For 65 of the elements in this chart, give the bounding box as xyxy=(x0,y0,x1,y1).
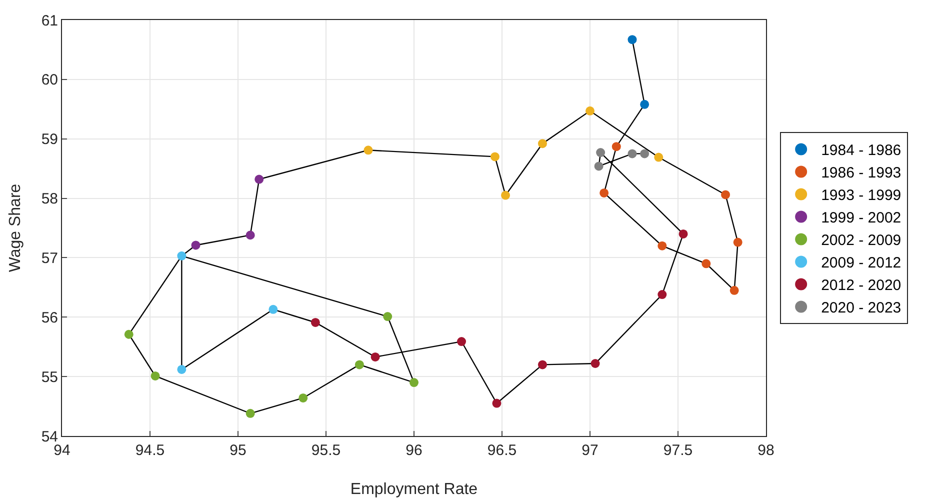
point xyxy=(702,259,711,268)
x-tick-label: 97 xyxy=(582,442,598,459)
x-tick-label: 95 xyxy=(230,442,246,459)
point xyxy=(150,371,160,380)
point xyxy=(628,149,637,158)
y-tick-label: 56 xyxy=(41,309,58,326)
point xyxy=(501,190,510,200)
point xyxy=(658,290,667,300)
point xyxy=(383,312,392,322)
point xyxy=(640,100,650,109)
point xyxy=(298,393,308,402)
point xyxy=(721,190,730,200)
y-tick-label: 57 xyxy=(41,250,58,267)
x-tick-label: 94.5 xyxy=(135,442,165,459)
point xyxy=(640,149,650,158)
point xyxy=(654,152,664,162)
point xyxy=(370,352,380,362)
x-tick-label: 96.5 xyxy=(487,442,517,459)
point xyxy=(586,106,594,116)
point xyxy=(678,229,688,238)
point xyxy=(364,146,373,155)
point xyxy=(730,286,739,295)
legend-label: 1999 - 2002 xyxy=(821,210,902,227)
point xyxy=(600,188,609,198)
point xyxy=(594,162,604,171)
point xyxy=(191,240,200,250)
point xyxy=(628,35,637,44)
point xyxy=(490,152,500,162)
y-tick-label: 59 xyxy=(41,131,58,148)
point xyxy=(457,337,466,346)
point xyxy=(590,359,600,368)
legend-label: 1993 - 1999 xyxy=(821,187,902,204)
point xyxy=(254,174,264,184)
y-tick-label: 58 xyxy=(41,190,58,208)
point xyxy=(246,408,255,418)
point xyxy=(733,238,742,247)
legend-label: 2002 - 2009 xyxy=(821,232,902,250)
point xyxy=(124,330,134,339)
legend-label: 1986 - 1993 xyxy=(821,164,902,182)
point xyxy=(246,230,255,240)
point xyxy=(538,360,547,370)
legend-label: 2020 - 2023 xyxy=(821,300,902,317)
legend-label: 2012 - 2020 xyxy=(821,277,902,294)
x-axis-title: Employment Rate xyxy=(350,481,478,498)
y-tick-label: 61 xyxy=(41,12,58,30)
y-tick-label: 60 xyxy=(41,72,58,89)
point xyxy=(410,378,418,388)
y-axis-title: Wage Share xyxy=(7,184,24,272)
point xyxy=(658,241,667,250)
point xyxy=(310,318,320,327)
point xyxy=(177,251,186,260)
point xyxy=(177,364,186,374)
x-tick-label: 96 xyxy=(406,442,422,459)
point xyxy=(354,360,364,370)
x-tick-label: 98 xyxy=(758,442,774,459)
y-tick-label: 55 xyxy=(41,368,58,386)
point xyxy=(612,142,621,152)
x-tick-label: 97.5 xyxy=(663,442,693,459)
legend-label: 2009 - 2012 xyxy=(821,254,902,272)
point xyxy=(268,304,278,314)
point xyxy=(596,148,606,158)
x-tick-label: 95.5 xyxy=(311,442,341,459)
point xyxy=(492,398,502,408)
legend-label: 1984 - 1986 xyxy=(821,142,902,160)
point xyxy=(538,139,547,148)
